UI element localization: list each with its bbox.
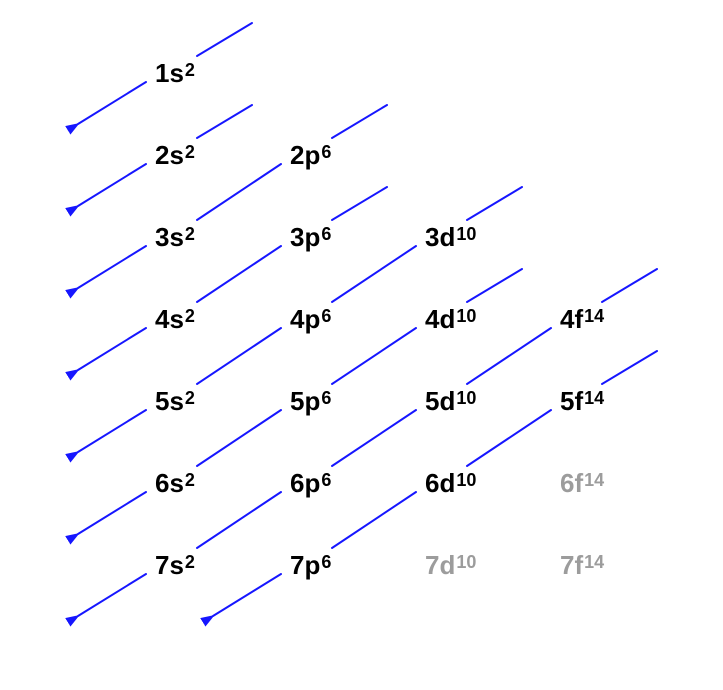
- arrow-head-segment: [78, 246, 146, 288]
- orbital-base: 7p: [290, 552, 320, 578]
- orbital-6d: 6d10: [425, 470, 476, 496]
- orbital-base: 4f: [560, 306, 583, 332]
- orbital-superscript: 6: [321, 307, 331, 325]
- orbital-7s: 7s2: [155, 552, 195, 578]
- orbital-superscript: 2: [185, 225, 195, 243]
- orbital-base: 5d: [425, 388, 455, 414]
- arrow-segment: [602, 269, 657, 302]
- arrow-segment: [602, 351, 657, 384]
- arrow-segment: [197, 492, 281, 548]
- orbital-base: 7d: [425, 552, 455, 578]
- orbital-superscript: 2: [185, 61, 195, 79]
- orbital-base: 3d: [425, 224, 455, 250]
- orbital-7p: 7p6: [290, 552, 331, 578]
- arrow-segment: [332, 246, 416, 302]
- orbital-superscript: 2: [185, 471, 195, 489]
- arrow-segment: [467, 328, 551, 384]
- orbital-base: 2p: [290, 142, 320, 168]
- arrow-segment: [332, 105, 387, 138]
- orbital-base: 5f: [560, 388, 583, 414]
- arrow-segment: [197, 105, 252, 138]
- orbital-base: 1s: [155, 60, 184, 86]
- orbital-4f: 4f14: [560, 306, 604, 332]
- arrow-segment: [467, 410, 551, 466]
- orbital-6p: 6p6: [290, 470, 331, 496]
- orbital-superscript: 10: [456, 471, 476, 489]
- orbital-4p: 4p6: [290, 306, 331, 332]
- orbital-superscript: 14: [584, 389, 604, 407]
- arrow-segment: [197, 164, 281, 220]
- arrow-segment: [332, 492, 416, 548]
- orbital-base: 6p: [290, 470, 320, 496]
- orbital-2s: 2s2: [155, 142, 195, 168]
- arrow-head-segment: [78, 328, 146, 370]
- arrow-segment: [197, 246, 281, 302]
- orbital-5p: 5p6: [290, 388, 331, 414]
- arrow-segment: [197, 410, 281, 466]
- orbital-7f: 7f14: [560, 552, 604, 578]
- arrow-segment: [332, 410, 416, 466]
- orbital-1s: 1s2: [155, 60, 195, 86]
- arrow-segment: [197, 23, 252, 56]
- orbital-base: 6s: [155, 470, 184, 496]
- orbital-base: 7s: [155, 552, 184, 578]
- orbital-superscript: 14: [584, 553, 604, 571]
- orbital-base: 5p: [290, 388, 320, 414]
- orbital-superscript: 14: [584, 471, 604, 489]
- orbital-6s: 6s2: [155, 470, 195, 496]
- aufbau-diagram: 1s22s22p63s23p63d104s24p64d104f145s25p65…: [0, 0, 723, 690]
- orbital-4d: 4d10: [425, 306, 476, 332]
- orbital-superscript: 6: [321, 389, 331, 407]
- orbital-superscript: 2: [185, 389, 195, 407]
- arrow-head-segment: [78, 164, 146, 206]
- arrow-segment: [467, 187, 522, 220]
- orbital-superscript: 10: [456, 307, 476, 325]
- orbital-base: 4s: [155, 306, 184, 332]
- orbital-base: 5s: [155, 388, 184, 414]
- orbital-superscript: 6: [321, 225, 331, 243]
- orbital-superscript: 10: [456, 389, 476, 407]
- arrow-segment: [467, 269, 522, 302]
- arrow-head-segment: [78, 574, 146, 616]
- orbital-superscript: 2: [185, 553, 195, 571]
- arrow-segment: [332, 328, 416, 384]
- arrow-layer: [0, 0, 723, 690]
- arrow-segment: [197, 328, 281, 384]
- orbital-base: 3p: [290, 224, 320, 250]
- orbital-superscript: 2: [185, 307, 195, 325]
- orbital-superscript: 2: [185, 143, 195, 161]
- orbital-3p: 3p6: [290, 224, 331, 250]
- orbital-superscript: 6: [321, 143, 331, 161]
- arrow-head-segment: [78, 410, 146, 452]
- orbital-base: 3s: [155, 224, 184, 250]
- orbital-superscript: 10: [456, 553, 476, 571]
- orbital-superscript: 6: [321, 471, 331, 489]
- orbital-base: 6d: [425, 470, 455, 496]
- orbital-4s: 4s2: [155, 306, 195, 332]
- orbital-3d: 3d10: [425, 224, 476, 250]
- arrow-head-segment: [78, 82, 146, 124]
- orbital-superscript: 6: [321, 553, 331, 571]
- arrow-segment: [332, 187, 387, 220]
- orbital-5f: 5f14: [560, 388, 604, 414]
- arrow-head-segment: [78, 492, 146, 534]
- orbital-base: 7f: [560, 552, 583, 578]
- arrow-head-segment: [213, 574, 281, 616]
- orbital-superscript: 14: [584, 307, 604, 325]
- orbital-base: 4p: [290, 306, 320, 332]
- orbital-base: 2s: [155, 142, 184, 168]
- orbital-5d: 5d10: [425, 388, 476, 414]
- orbital-3s: 3s2: [155, 224, 195, 250]
- orbital-5s: 5s2: [155, 388, 195, 414]
- orbital-2p: 2p6: [290, 142, 331, 168]
- orbital-base: 6f: [560, 470, 583, 496]
- orbital-base: 4d: [425, 306, 455, 332]
- orbital-7d: 7d10: [425, 552, 476, 578]
- orbital-superscript: 10: [456, 225, 476, 243]
- orbital-6f: 6f14: [560, 470, 604, 496]
